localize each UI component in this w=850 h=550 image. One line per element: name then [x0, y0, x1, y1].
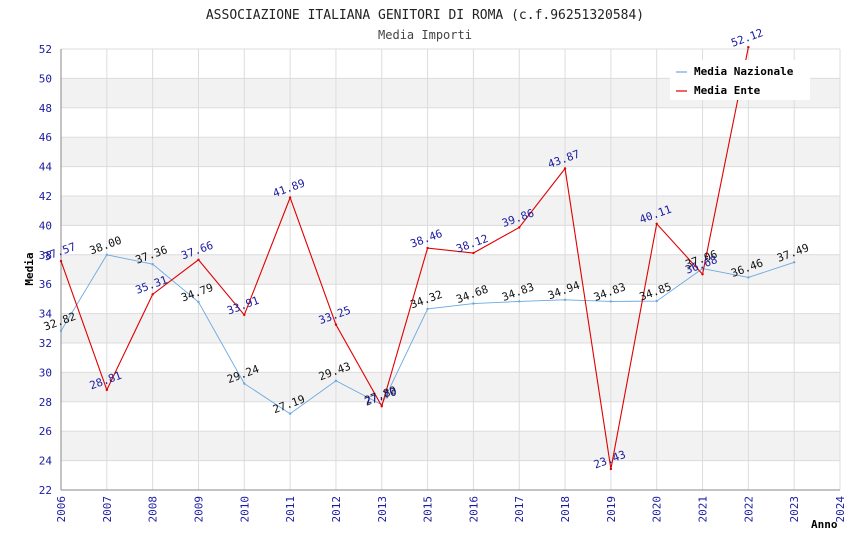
y-tick-label: 40 [39, 219, 52, 232]
y-tick-label: 50 [39, 72, 52, 85]
data-point-media-nazionale [426, 307, 429, 311]
data-point-media-nazionale [518, 300, 521, 303]
x-tick-label: 2007 [101, 496, 114, 523]
data-point-media-nazionale [334, 379, 338, 382]
data-point-media-nazionale [792, 261, 796, 264]
x-tick-label: 2019 [605, 496, 618, 523]
data-point-media-ente [288, 196, 292, 199]
data-point-media-nazionale [151, 263, 154, 266]
plot-band [61, 313, 840, 343]
legend: Media Nazionale Media Ente [670, 60, 810, 100]
data-point-media-nazionale [655, 299, 658, 303]
x-axis-label: Anno [811, 518, 838, 531]
y-tick-label: 36 [39, 278, 52, 291]
data-point-media-nazionale [288, 412, 292, 415]
data-point-media-ente [655, 222, 658, 225]
data-point-media-ente [609, 467, 613, 471]
data-label-media-ente: 52.12 [729, 26, 765, 50]
plot-band [61, 196, 840, 226]
x-tick-label: 2009 [192, 496, 205, 523]
data-point-media-ente [151, 293, 154, 296]
legend-label-media-nazionale: Media Nazionale [694, 65, 794, 78]
x-tick-label: 2023 [788, 496, 801, 523]
y-tick-label: 28 [39, 396, 52, 409]
x-tick-label: 2008 [147, 496, 160, 523]
y-axis-label: Media [23, 252, 36, 285]
x-tick-label: 2021 [697, 496, 710, 523]
data-point-media-ente [563, 167, 567, 170]
chart-subtitle: Media Importi [378, 28, 472, 42]
legend-box [670, 60, 810, 100]
plot-band [61, 431, 840, 461]
x-tick-label: 2022 [742, 496, 755, 523]
x-tick-label: 2017 [513, 496, 526, 523]
plot-band [61, 137, 840, 167]
data-point-media-ente [701, 273, 704, 276]
plot-band [61, 166, 840, 196]
x-tick-label: 2010 [238, 496, 251, 523]
data-point-media-ente [380, 405, 383, 408]
axes [60, 49, 840, 491]
x-tick-label: 2012 [330, 496, 343, 523]
data-point-media-nazionale [59, 329, 63, 333]
y-tick-label: 34 [39, 308, 53, 321]
y-tick-label: 46 [39, 131, 52, 144]
data-point-media-nazionale [609, 300, 613, 303]
y-tick-label: 42 [39, 190, 52, 203]
data-point-media-nazionale [472, 302, 475, 305]
plot-band [61, 343, 840, 373]
plot-band [61, 225, 840, 255]
y-tick-label: 32 [39, 337, 52, 350]
x-tick-label: 2015 [422, 496, 435, 523]
plot-band [61, 284, 840, 314]
data-point-media-nazionale [747, 276, 750, 279]
x-tick-label: 2016 [467, 496, 480, 523]
data-point-media-nazionale [105, 253, 109, 256]
y-tick-label: 44 [39, 161, 53, 174]
x-tick-label: 2024 [834, 496, 847, 523]
data-point-media-ente [334, 323, 338, 326]
y-tick-label: 38 [39, 249, 52, 262]
x-tick-label: 2020 [651, 496, 664, 523]
data-point-media-ente [243, 313, 246, 317]
y-tick-labels: 22 24 26 28 30 32 34 36 38 40 42 44 46 48 50 52 [39, 43, 53, 497]
plot-band [61, 460, 840, 490]
plot-band [61, 401, 840, 432]
x-tick-label: 2018 [559, 496, 572, 523]
data-point-media-nazionale [197, 300, 200, 304]
x-tick-label: 2011 [284, 496, 297, 523]
x-tick-labels: 2006 2007 2008 2009 2010 2011 2012 2013 2015 2016… [55, 496, 847, 523]
plot-background-bands [61, 49, 840, 490]
series-line-media-ente [60, 47, 749, 470]
data-point-media-ente [747, 46, 750, 49]
data-point-media-ente [59, 259, 63, 263]
y-tick-label: 52 [39, 43, 52, 56]
y-tick-label: 24 [39, 455, 53, 468]
plot-band [61, 107, 840, 138]
plot-band [61, 372, 840, 402]
y-tick-label: 48 [39, 102, 52, 115]
plot-band [61, 254, 840, 285]
chart-title: ASSOCIAZIONE ITALIANA GENITORI DI ROMA (… [206, 8, 644, 23]
y-tick-label: 30 [39, 366, 52, 379]
x-tick-label: 2006 [55, 496, 68, 523]
data-point-media-ente [518, 226, 521, 229]
data-point-media-nazionale [563, 298, 567, 301]
legend-label-media-ente: Media Ente [694, 84, 761, 97]
series-lines [59, 46, 796, 471]
data-point-media-ente [472, 251, 475, 255]
y-tick-label: 26 [39, 425, 52, 438]
x-tick-label: 2013 [376, 496, 389, 523]
data-point-media-ente [105, 388, 109, 392]
data-point-media-ente [426, 246, 429, 250]
data-point-media-ente [197, 258, 200, 261]
y-tick-label: 22 [39, 484, 52, 497]
data-point-media-nazionale [243, 382, 246, 385]
